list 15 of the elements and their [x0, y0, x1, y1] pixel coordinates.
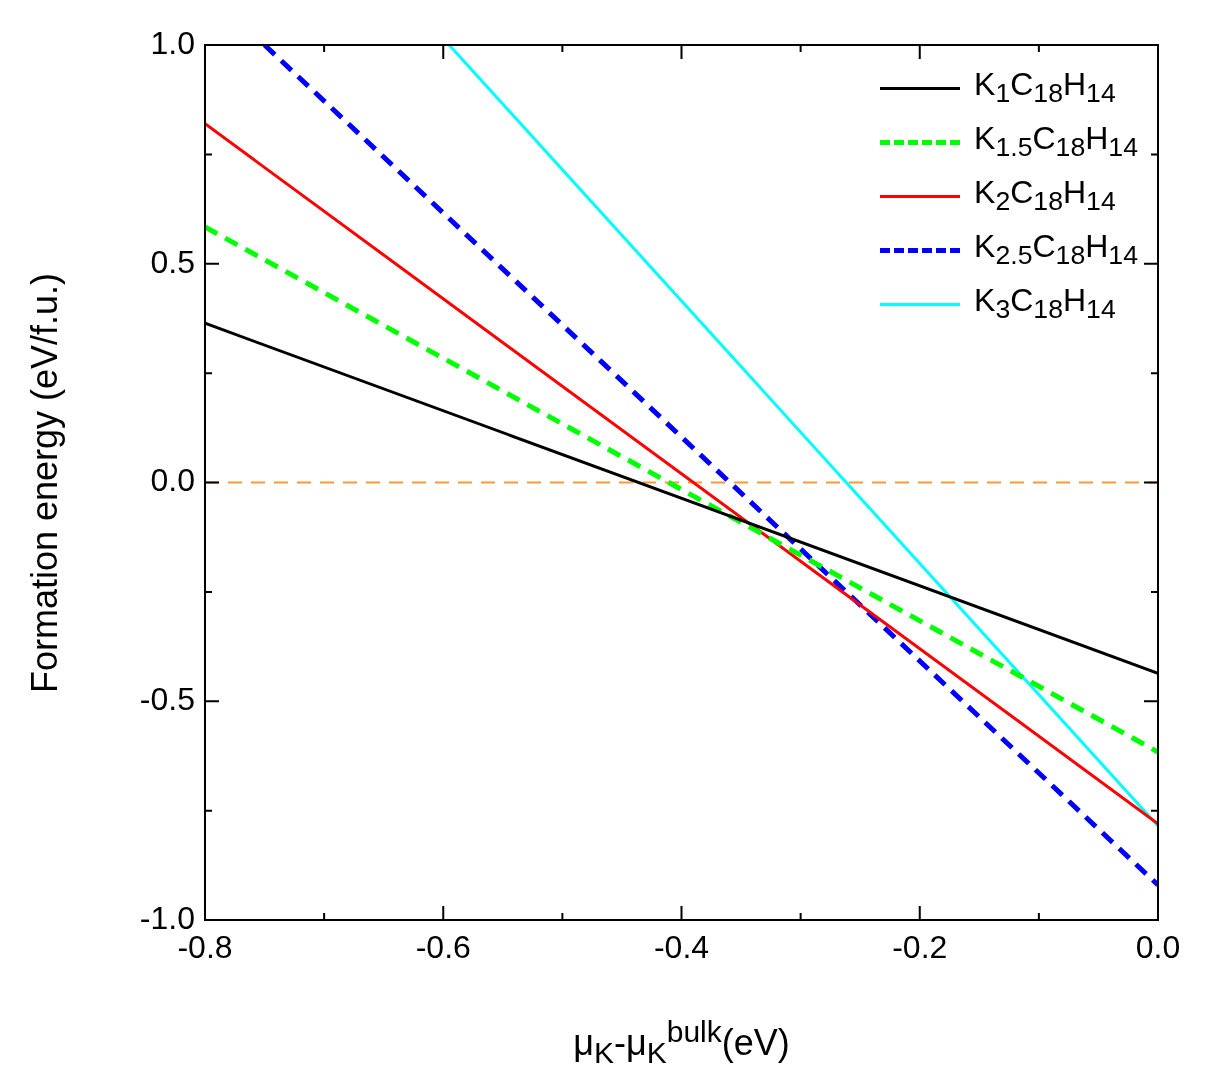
y-tick-label: 0.0 — [150, 462, 195, 499]
x-tick-label: -0.4 — [653, 929, 710, 966]
x-tick-label: -0.2 — [892, 929, 948, 966]
legend-label: K$_{1.5}$C$_{18}$H$_{14}$ — [974, 120, 1138, 164]
legend-label: K$_{2.5}$C$_{18}$H$_{14}$ — [974, 228, 1138, 272]
y-tick-label: -0.5 — [139, 681, 195, 718]
y-tick-label: 1.0 — [150, 24, 195, 61]
legend-label: K$_{2}$C$_{18}$H$_{14}$ — [974, 174, 1116, 218]
x-axis-title: μ$_{K}$-μ$_{K}$$^{bulk}$(eV) — [572, 1015, 791, 1071]
x-tick-label: -0.6 — [415, 929, 471, 966]
x-tick-label: 0.0 — [1135, 929, 1181, 966]
legend-label: K$_{1}$C$_{18}$H$_{14}$ — [974, 66, 1116, 110]
y-axis-title: Formation energy (eV/f.u.) — [24, 272, 66, 693]
legend-label: K$_{3}$C$_{18}$H$_{14}$ — [974, 282, 1116, 326]
y-tick-label: 0.5 — [150, 243, 195, 280]
